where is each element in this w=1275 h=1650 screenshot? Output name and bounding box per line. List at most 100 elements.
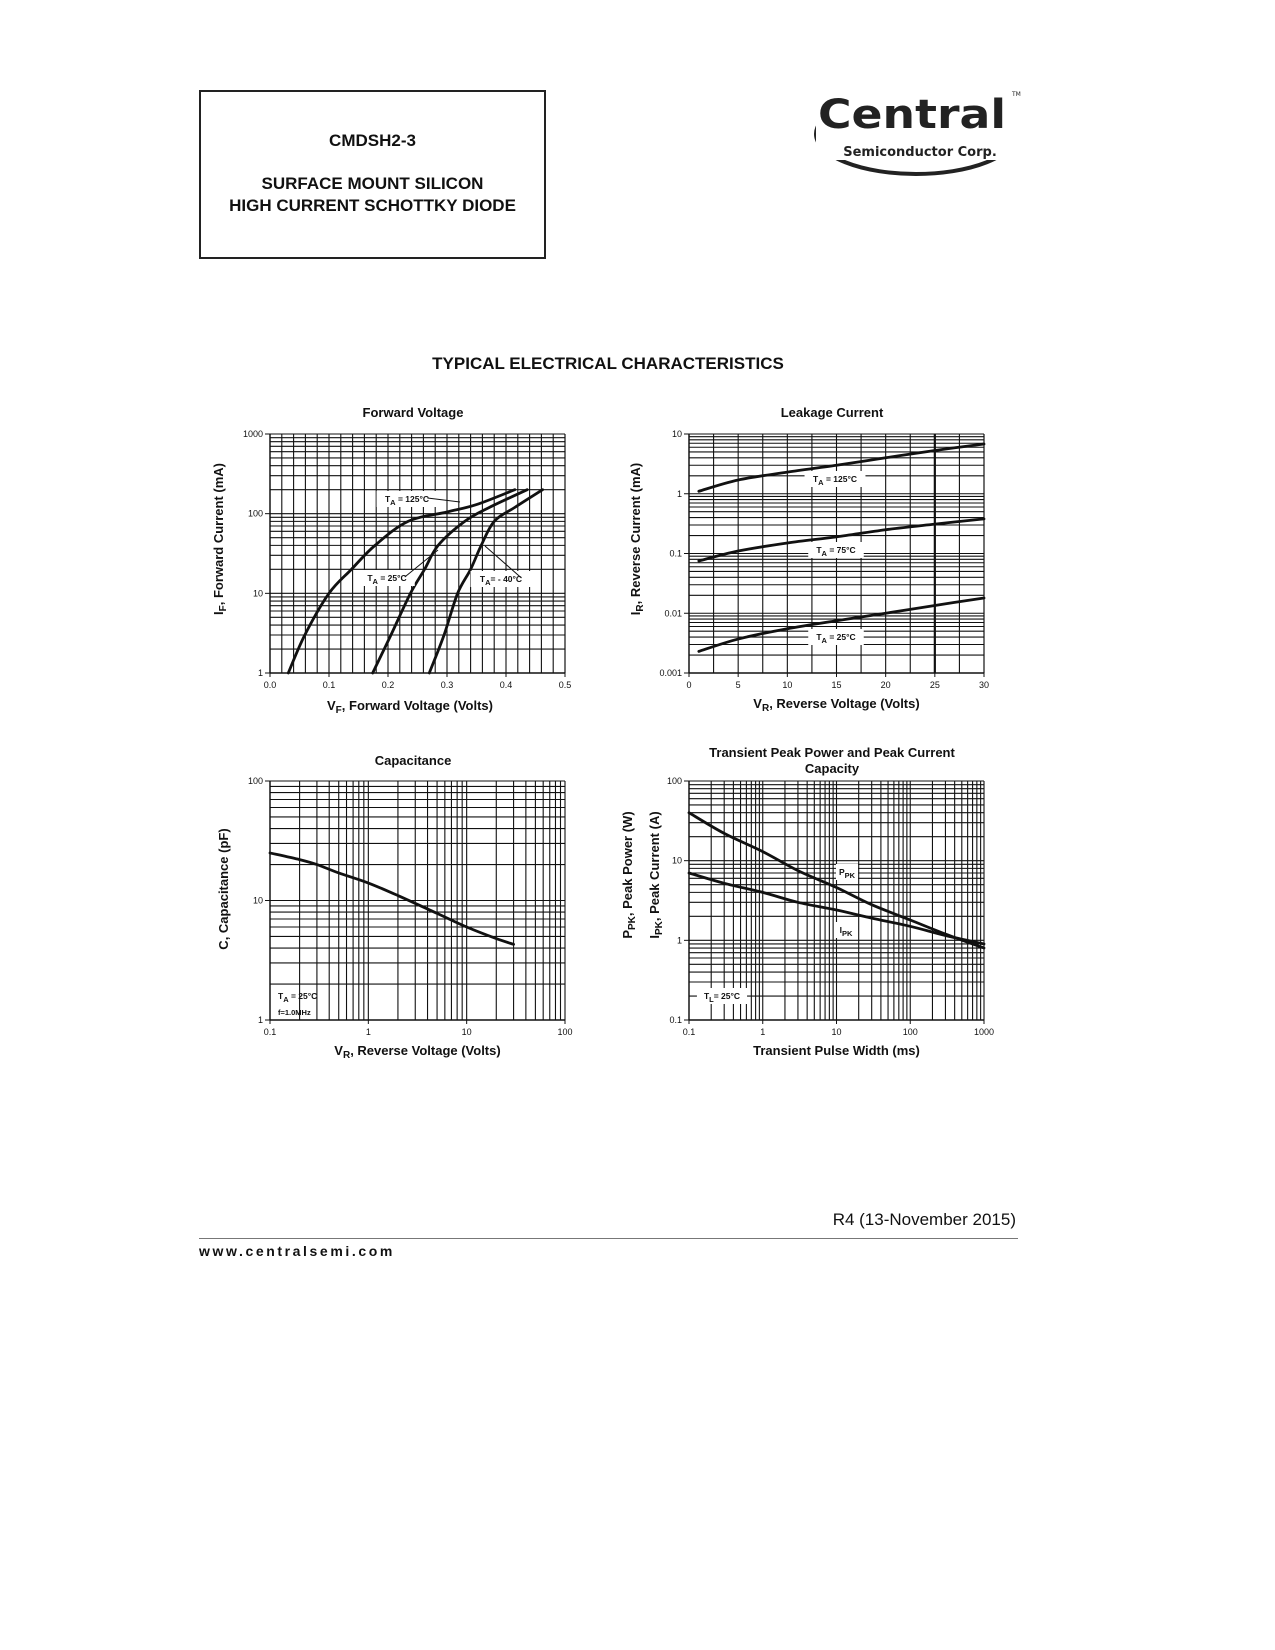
- y-tick-label: 10: [672, 429, 682, 439]
- x-tick-label: 30: [979, 680, 989, 690]
- x-tick-label: 20: [881, 680, 891, 690]
- y-tick-label: 0.01: [664, 608, 682, 618]
- forward-x-label: VF, Forward Voltage (Volts): [327, 698, 493, 716]
- x-tick-label: 10: [782, 680, 792, 690]
- annotation-text: = 25°C: [827, 632, 856, 642]
- capacitance-annotation: f=1.0MHz: [278, 1008, 311, 1017]
- annotation-subscript: A: [390, 498, 396, 507]
- capacitance-grid: [269, 780, 566, 1021]
- leakage-y-label: IR, Reverse Current (mA): [628, 462, 646, 616]
- annotation-bg: [804, 471, 866, 487]
- x-tick-label: 15: [831, 680, 841, 690]
- x-tick-label: 0.3: [441, 680, 454, 690]
- forward-annotation: TA= - 40°C: [480, 574, 522, 587]
- annotation-text: = 25°C: [378, 573, 407, 583]
- website-link[interactable]: www.centralsemi.com: [199, 1243, 395, 1259]
- x-tick-label: 100: [903, 1027, 918, 1037]
- y-tick-label: 1: [258, 668, 263, 678]
- logo-brand-text: Central: [818, 92, 1006, 138]
- transient-chart-title: Transient Peak Power and Peak Current Ca…: [709, 745, 955, 776]
- forward-series-ta-40-c: [427, 488, 544, 675]
- leakage-series-ta-125-c: [697, 442, 986, 493]
- transient-annotation: IPK: [840, 925, 853, 938]
- logo-trademark: TM: [1011, 91, 1021, 98]
- leakage-grid: [688, 433, 985, 674]
- y-tick-label: 0.1: [669, 1015, 682, 1025]
- x-tick-label: 10: [462, 1027, 472, 1037]
- annotation-subscript: PK: [845, 871, 856, 880]
- transient-y-label-current: IPK, Peak Current (A): [647, 811, 665, 939]
- annotation-text: = 25°C: [714, 991, 740, 1001]
- annotation-subscript: A: [373, 577, 379, 586]
- x-tick-label: 0.2: [382, 680, 395, 690]
- leakage-annotation: TA = 75°C: [816, 545, 855, 558]
- annotation-text: f=1.0MHz: [278, 1008, 311, 1017]
- y-tick-label: 1: [677, 935, 682, 945]
- annotation-text: T: [385, 494, 391, 504]
- annotation-bg: [835, 864, 859, 880]
- x-tick-label: 100: [557, 1027, 572, 1037]
- annotation-text: P: [839, 867, 845, 877]
- forward-grid: [269, 433, 566, 674]
- x-tick-label: 1: [366, 1027, 371, 1037]
- y-tick-label: 100: [248, 776, 263, 786]
- annotation-subscript: A: [283, 995, 289, 1004]
- x-tick-label: 0.5: [559, 680, 572, 690]
- x-tick-label: 1000: [974, 1027, 994, 1037]
- footer-divider: [199, 1238, 1018, 1239]
- x-tick-label: 0: [686, 680, 691, 690]
- x-tick-label: 1: [760, 1027, 765, 1037]
- transient-annotation: TL= 25°C: [704, 991, 740, 1004]
- annotation-text: T: [480, 574, 486, 584]
- transient-grid: [688, 780, 985, 1021]
- x-tick-label: 25: [930, 680, 940, 690]
- annotation-text: T: [367, 573, 373, 583]
- annotation-subscript: PK: [842, 929, 853, 938]
- capacitance-x-label: VR, Reverse Voltage (Volts): [334, 1043, 501, 1061]
- y-tick-label: 1: [258, 1015, 263, 1025]
- description-line-1: SURFACE MOUNT SILICON: [261, 174, 484, 193]
- x-tick-label: 0.1: [323, 680, 336, 690]
- forward-annotation: TA = 125°C: [385, 494, 429, 507]
- y-tick-label: 10: [672, 856, 682, 866]
- leakage-chart-title: Leakage Current: [780, 405, 884, 420]
- forward-chart-title: Forward Voltage: [362, 405, 464, 420]
- annotation-subscript: A: [822, 549, 828, 558]
- y-tick-label: 0.1: [669, 549, 682, 559]
- annotation-subscript: A: [485, 578, 491, 587]
- description-line-2: HIGH CURRENT SCHOTTKY DIODE: [229, 196, 516, 215]
- transient-y-label-power: PPK, Peak Power (W): [620, 811, 638, 939]
- annotation-text: I: [840, 925, 842, 935]
- y-tick-label: 0.001: [659, 668, 682, 678]
- annotation-text: T: [278, 991, 284, 1001]
- annotation-bg: [834, 922, 858, 938]
- leakage-x-label: VR, Reverse Voltage (Volts): [753, 696, 920, 714]
- header-box: [199, 90, 546, 259]
- leakage-series-ta-25-c: [697, 596, 986, 653]
- logo-sub-text: Semiconductor Corp.: [843, 145, 997, 160]
- annotation-text: T: [816, 545, 822, 555]
- annotation-subscript: L: [709, 995, 714, 1004]
- capacitance-chart-title: Capacitance: [374, 753, 452, 768]
- leakage-annotation: TA = 125°C: [813, 474, 857, 487]
- x-tick-label: 10: [831, 1027, 841, 1037]
- annotation-arrow: [484, 545, 522, 579]
- annotation-bg: [376, 491, 438, 507]
- transient-series-ppk: [687, 811, 986, 950]
- logo-backdrop: [816, 90, 1018, 160]
- x-tick-label: 0.1: [683, 1027, 696, 1037]
- annotation-text: = 125°C: [824, 474, 857, 484]
- capacitance-series-0: [268, 851, 515, 946]
- annotation-text: T: [704, 991, 710, 1001]
- annotation-bg: [359, 570, 415, 586]
- annotation-text: T: [816, 632, 822, 642]
- transient-series-ipk: [687, 871, 986, 946]
- forward-series-ta-125-c: [286, 488, 517, 675]
- x-tick-label: 0.0: [264, 680, 277, 690]
- annotation-arrow: [427, 497, 461, 503]
- forward-annotation: TA = 25°C: [367, 573, 406, 586]
